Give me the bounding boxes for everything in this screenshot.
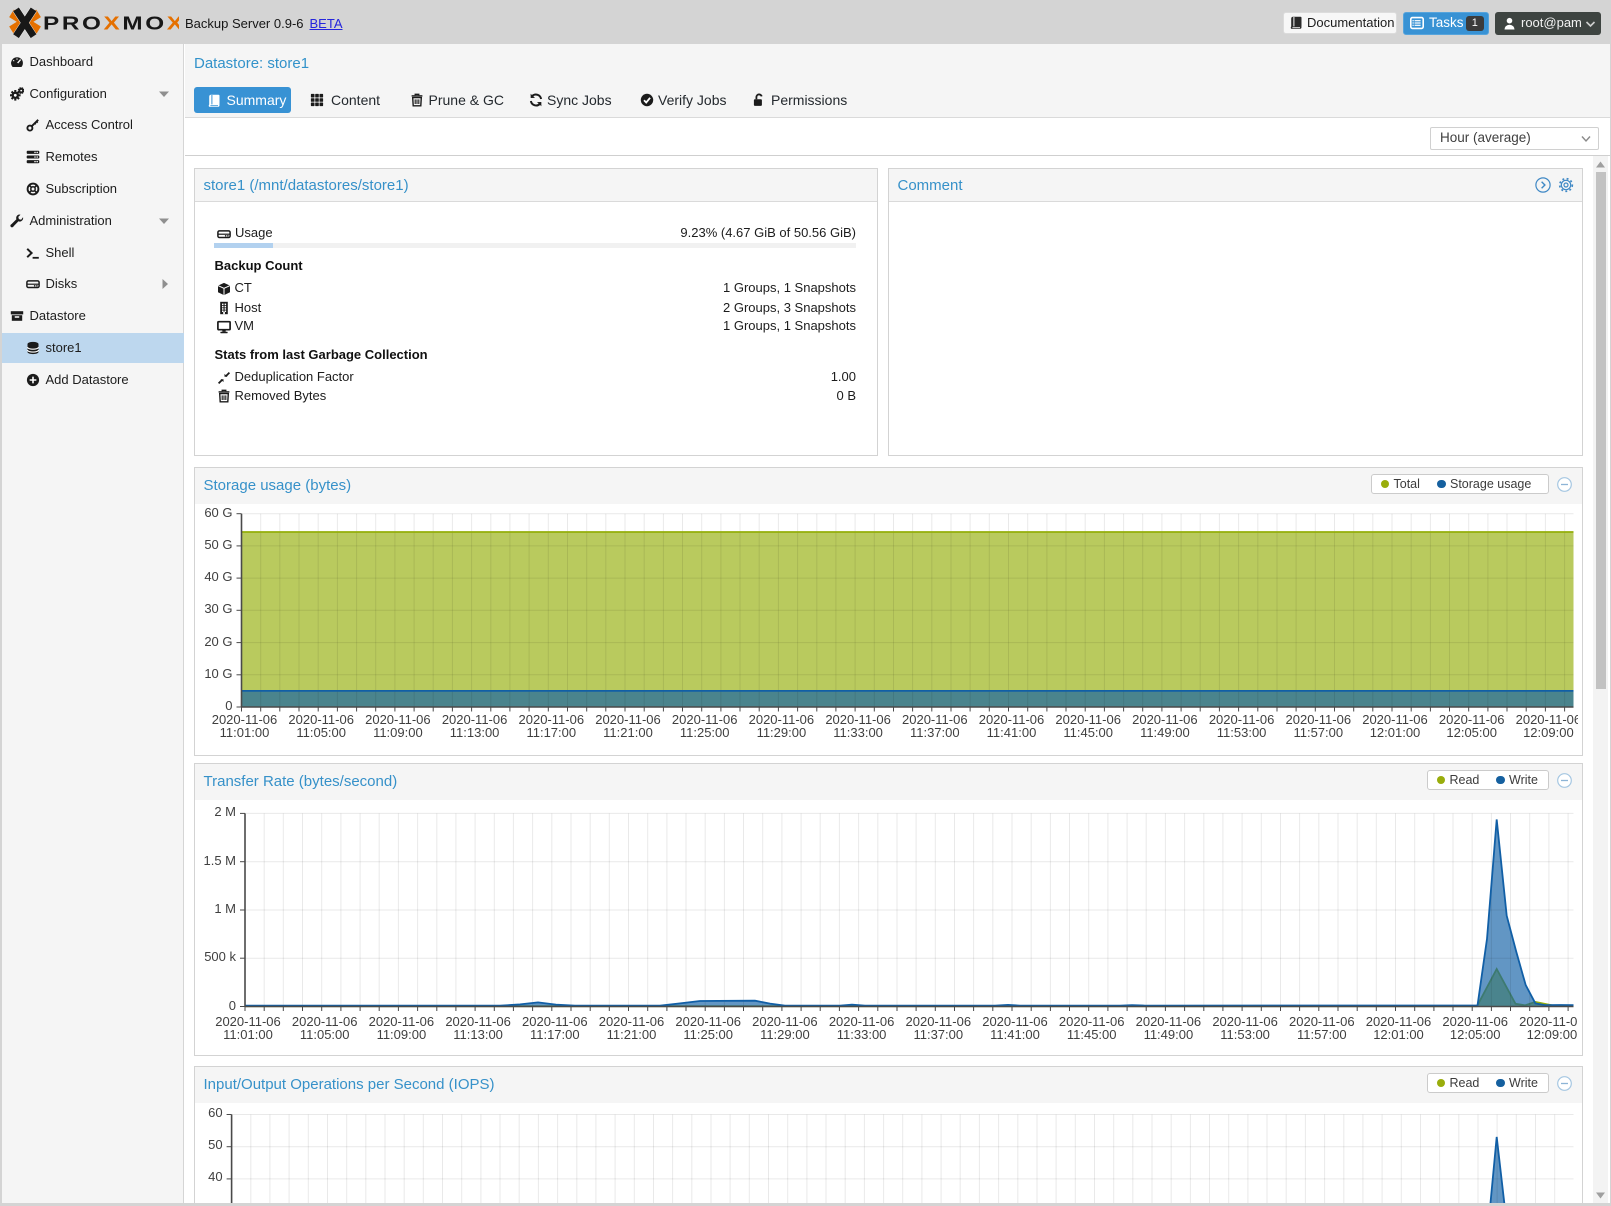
svg-text:PROXMOX: PROXMOX (43, 13, 179, 33)
